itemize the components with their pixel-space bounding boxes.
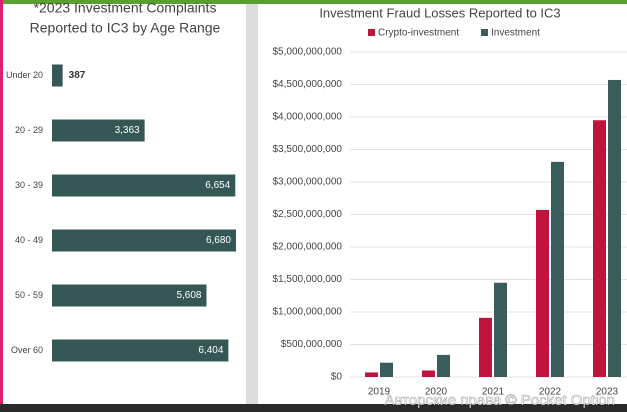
bar bbox=[422, 370, 435, 377]
x-tick-label: 2023 bbox=[596, 387, 619, 398]
y-tick-label: 40 - 49 bbox=[15, 235, 43, 245]
bar bbox=[52, 174, 236, 197]
legend-swatch bbox=[481, 29, 488, 36]
y-tick-label: $3,000,000,000 bbox=[272, 177, 342, 188]
legend-label: Investment bbox=[491, 28, 540, 39]
x-tick-label: 2022 bbox=[539, 387, 562, 398]
bar bbox=[593, 120, 606, 377]
top-border bbox=[0, 0, 627, 4]
y-tick-label: $4,500,000,000 bbox=[272, 79, 342, 90]
data-label: 5,608 bbox=[176, 290, 201, 301]
y-tick-label: $2,000,000,000 bbox=[272, 242, 342, 253]
left-border bbox=[0, 0, 3, 412]
y-tick-label: Under 20 bbox=[6, 70, 43, 80]
y-tick-label: $4,000,000,000 bbox=[272, 112, 342, 123]
bar bbox=[494, 282, 507, 377]
bar bbox=[52, 229, 236, 252]
y-tick-label: $2,500,000,000 bbox=[272, 209, 342, 220]
right-panel bbox=[258, 0, 627, 404]
bottom-strip bbox=[0, 404, 627, 412]
data-label: 6,654 bbox=[205, 180, 230, 191]
bar bbox=[551, 161, 564, 377]
bar bbox=[52, 64, 63, 87]
y-tick-label: $3,500,000,000 bbox=[272, 144, 342, 155]
bar bbox=[380, 362, 393, 377]
bar bbox=[437, 354, 450, 377]
y-tick-label: Over 60 bbox=[11, 345, 43, 355]
legend-swatch bbox=[368, 29, 375, 36]
y-tick-label: $1,500,000,000 bbox=[272, 274, 342, 285]
y-tick-label: 20 - 29 bbox=[15, 125, 43, 135]
left-title: *2023 Investment Complaints bbox=[34, 0, 217, 16]
bar bbox=[52, 339, 229, 362]
right-title: Investment Fraud Losses Reported to IC3 bbox=[319, 5, 560, 20]
bar bbox=[608, 79, 621, 377]
x-tick-label: 2019 bbox=[368, 387, 391, 398]
bar bbox=[52, 119, 145, 142]
y-tick-label: $5,000,000,000 bbox=[272, 47, 342, 58]
x-tick-label: 2021 bbox=[482, 387, 505, 398]
bar bbox=[536, 209, 549, 377]
watermark: Авторские права © Pocket Option bbox=[384, 392, 615, 409]
bar bbox=[52, 284, 207, 307]
y-tick-label: $500,000,000 bbox=[281, 339, 343, 350]
left-panel bbox=[0, 0, 246, 404]
left-title: Reported to IC3 by Age Range bbox=[30, 20, 221, 36]
y-tick-label: $0 bbox=[331, 372, 343, 383]
data-label: 6,404 bbox=[198, 345, 223, 356]
y-tick-label: 30 - 39 bbox=[15, 180, 43, 190]
data-label: 387 bbox=[69, 70, 86, 81]
bar bbox=[479, 317, 492, 377]
data-label: 3,363 bbox=[115, 125, 140, 136]
y-tick-label: $1,000,000,000 bbox=[272, 307, 342, 318]
bar bbox=[365, 372, 378, 377]
data-label: 6,680 bbox=[206, 235, 231, 246]
x-tick-label: 2020 bbox=[425, 387, 448, 398]
legend-label: Crypto-investment bbox=[378, 28, 459, 39]
y-tick-label: 50 - 59 bbox=[15, 290, 43, 300]
